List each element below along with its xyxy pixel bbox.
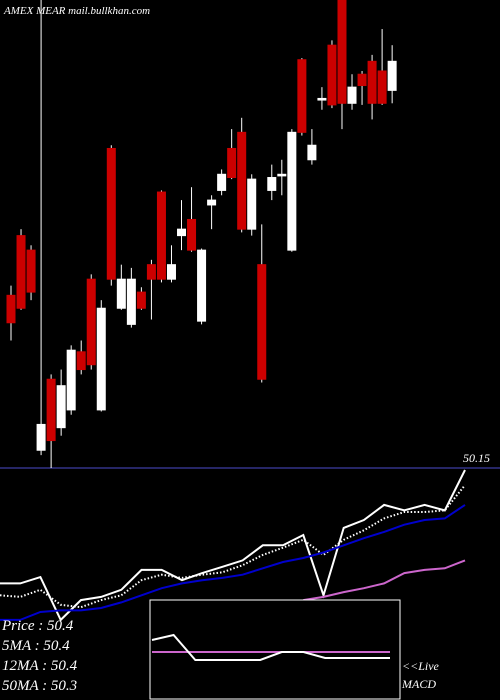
candle-body bbox=[327, 44, 337, 106]
macd-box bbox=[149, 599, 401, 700]
macd-label: MACD bbox=[401, 677, 436, 691]
candle-body bbox=[207, 199, 217, 206]
line-series bbox=[151, 633, 390, 661]
candle-body bbox=[126, 278, 136, 325]
candle-body bbox=[277, 173, 287, 177]
line-series bbox=[303, 559, 466, 602]
candle-body bbox=[76, 351, 86, 371]
candle-body bbox=[136, 291, 146, 309]
candle-body bbox=[156, 191, 166, 280]
candle-body bbox=[16, 235, 26, 309]
candle-body bbox=[297, 59, 307, 133]
candle-body bbox=[387, 60, 397, 91]
legend-entry: 50MA : 50.3 bbox=[2, 678, 77, 694]
candle-body bbox=[66, 349, 76, 411]
candle-body bbox=[307, 144, 317, 161]
candle-body bbox=[337, 0, 347, 104]
line-series bbox=[0, 504, 466, 621]
candle-body bbox=[367, 60, 377, 104]
candle-body bbox=[96, 307, 106, 411]
candle-body bbox=[197, 249, 207, 322]
candle-body bbox=[166, 264, 176, 280]
candle-body bbox=[287, 131, 297, 251]
candle-body bbox=[217, 173, 227, 191]
legend-entry: 5MA : 50.4 bbox=[2, 638, 70, 654]
macd-live-label: <<Live bbox=[402, 659, 440, 673]
legend-entry: 12MA : 50.4 bbox=[2, 658, 78, 674]
legend-entry: Price : 50.4 bbox=[1, 618, 74, 634]
line-series bbox=[0, 469, 466, 622]
candle-body bbox=[26, 249, 36, 293]
candle-body bbox=[36, 423, 46, 451]
candle-body bbox=[177, 228, 187, 237]
candle-body bbox=[267, 177, 277, 191]
candle-body bbox=[317, 97, 327, 101]
candle-body bbox=[187, 218, 197, 251]
candle-body bbox=[86, 278, 96, 366]
candle-body bbox=[357, 73, 367, 87]
candle-body bbox=[237, 131, 247, 230]
chart-title: AMEX MEAR mail.bullkhan.com bbox=[3, 5, 150, 17]
candle-body bbox=[116, 278, 126, 309]
candle-body bbox=[146, 264, 156, 280]
candle-body bbox=[247, 178, 257, 230]
y-tick-label: 50.15 bbox=[463, 451, 490, 465]
candle-body bbox=[257, 264, 267, 380]
candle-body bbox=[347, 86, 357, 104]
candle-body bbox=[46, 378, 56, 442]
candle-body bbox=[227, 147, 237, 179]
candle-body bbox=[6, 294, 16, 324]
candle-body bbox=[377, 70, 387, 104]
candle-body bbox=[106, 147, 116, 280]
candle-body bbox=[56, 385, 66, 429]
line-series bbox=[0, 484, 466, 609]
